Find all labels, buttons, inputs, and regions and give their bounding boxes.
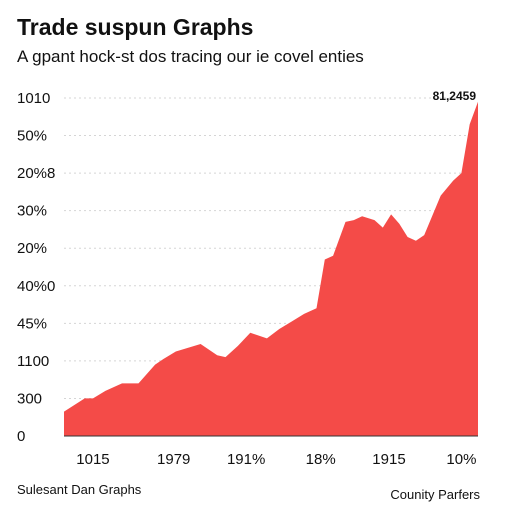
x-tick-label: 1015 — [76, 451, 109, 468]
x-tick-label: 1979 — [157, 451, 190, 468]
data-label: 81,2459 — [433, 89, 477, 103]
x-tick-label: 18% — [306, 451, 336, 468]
y-tick-label: 40%0 — [17, 278, 55, 295]
x-tick-label: 191% — [227, 451, 265, 468]
chart-subtitle: A gpant hock-st dos tracing our ie covel… — [17, 47, 364, 66]
y-tick-label: 45% — [17, 315, 47, 332]
y-tick-label: 1100 — [17, 353, 49, 370]
y-tick-label: 0 — [17, 428, 25, 445]
y-tick-label: 1010 — [17, 90, 50, 107]
y-tick-label: 20%8 — [17, 165, 55, 182]
x-tick-label: 10% — [446, 451, 476, 468]
tick-labels: 0 300 1100 45% 40%0 20% 30% 20%8 50% 1010 1015 1979… — [17, 89, 476, 468]
y-tick-label: 30% — [17, 203, 47, 220]
footer-credit: Counity Parfers — [390, 487, 480, 502]
y-tick-label: 300 — [17, 390, 42, 407]
y-tick-label: 20% — [17, 240, 47, 257]
area-series — [64, 101, 478, 437]
chart-title: Trade suspun Graphs — [17, 14, 254, 40]
y-tick-label: 50% — [17, 128, 47, 145]
series-layer — [64, 101, 478, 437]
x-tick-label: 1915 — [372, 451, 405, 468]
footer-source: Sulesant Dan Graphs — [17, 482, 142, 497]
